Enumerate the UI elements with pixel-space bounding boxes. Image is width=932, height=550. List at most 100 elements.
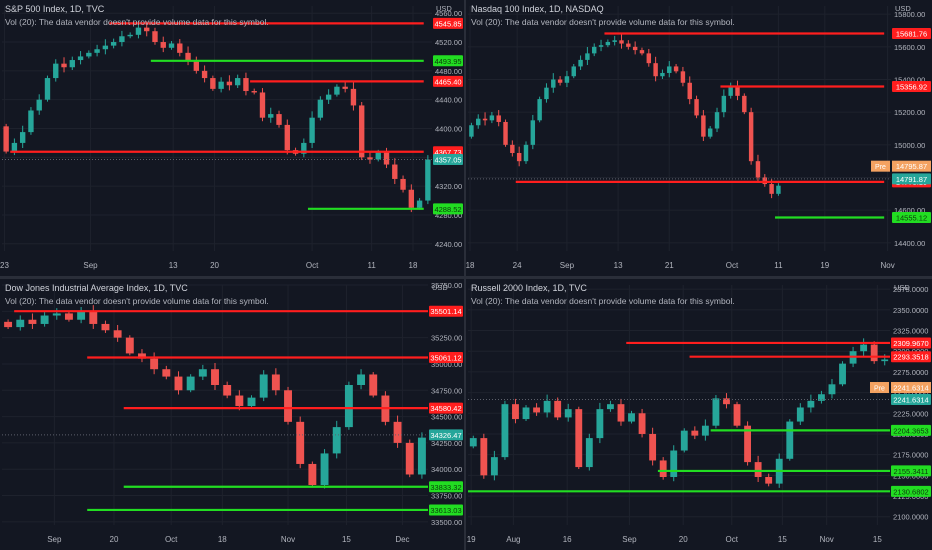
grid xyxy=(2,6,432,251)
candle-body xyxy=(144,27,150,32)
support-price-tag: 2204.3653 xyxy=(891,424,931,436)
candle-body xyxy=(585,438,593,468)
candle-body xyxy=(367,157,373,160)
candle-body xyxy=(350,88,357,106)
support-price-tag: 4288.52 xyxy=(433,203,463,215)
resistance-price-tag: 4545.85 xyxy=(433,17,463,29)
resistance-price-tag: 2293.3518 xyxy=(891,351,931,363)
y-tick-label: 2225.0000 xyxy=(893,409,928,418)
y-tick-label: 14600.00 xyxy=(894,206,925,215)
candle-body xyxy=(234,78,241,86)
currency-label: USD xyxy=(432,283,448,292)
candle-body xyxy=(712,398,720,426)
support-price-tag: 14555.12 xyxy=(892,211,931,223)
pre-market-tag: Pre 2241.6314 xyxy=(870,382,931,394)
candle-body xyxy=(571,66,576,77)
volume-note: Vol (20): The data vendor doesn't provid… xyxy=(471,17,735,27)
candle-body xyxy=(309,117,315,143)
x-tick-label: 15 xyxy=(342,535,351,544)
candle-body xyxy=(259,92,266,118)
candle-body xyxy=(276,114,282,125)
x-tick-label: 20 xyxy=(210,261,219,270)
candle-body xyxy=(606,404,614,410)
support-price-tag-text: 4493.95 xyxy=(434,57,461,66)
candles xyxy=(3,21,431,213)
support-price-tag-bg xyxy=(892,211,931,223)
candle-body xyxy=(61,63,67,68)
candle-body xyxy=(383,152,390,165)
candle-body xyxy=(284,390,292,422)
x-tick-label: Oct xyxy=(306,261,319,270)
candle-body xyxy=(235,395,244,407)
candle-body xyxy=(754,462,762,477)
chart-svg-spx[interactable]: 4560.004520.004480.004440.004400.004360.… xyxy=(0,0,464,276)
candle-body xyxy=(742,95,747,113)
currency-label: USD xyxy=(436,4,452,13)
x-tick-label: 11 xyxy=(367,261,376,270)
support-price-tag-bg xyxy=(891,485,931,497)
candle-body xyxy=(160,42,166,48)
resistance-price-tag-bg xyxy=(891,337,931,349)
chart-svg-ndx[interactable]: 15800.00 15600.00 15400.00 15200.00 15000.00… xyxy=(466,0,932,276)
candle-body xyxy=(223,385,232,396)
chart-pane-spx[interactable]: 4560.004520.004480.004440.004400.004360.… xyxy=(0,0,464,276)
candle-body xyxy=(138,353,146,359)
pane-divider-vertical[interactable] xyxy=(464,0,466,550)
y-tick-label: 15600.00 xyxy=(894,43,925,52)
candle-body xyxy=(680,71,686,83)
pane-divider-horizontal[interactable] xyxy=(0,276,932,279)
x-tick-label: Nov xyxy=(281,535,295,544)
resistance-price-tag-bg xyxy=(429,402,463,414)
chart-pane-ndx[interactable]: 15800.00 15600.00 15400.00 15200.00 15000.00… xyxy=(466,0,932,276)
y-tick-label: 33750.00 xyxy=(431,492,462,501)
grid xyxy=(468,285,890,525)
candle-body xyxy=(870,344,878,362)
candle-body xyxy=(744,425,752,463)
y-tick-label: 2325.0000 xyxy=(893,327,928,336)
candle-body xyxy=(125,337,134,354)
chart-title: Dow Jones Industrial Average Index, 1D, … xyxy=(5,283,188,293)
chart-svg-dji[interactable]: 35750.0035500.0035250.0035000.0034750.00… xyxy=(0,279,464,550)
candle-body xyxy=(89,311,98,324)
support-price-tag-bg xyxy=(891,465,931,477)
candle-body xyxy=(516,153,522,162)
resistance-price-tag: 35501.14 xyxy=(429,305,463,317)
candle-body xyxy=(119,36,125,43)
candle-body xyxy=(375,152,381,160)
candle-body xyxy=(639,50,645,54)
resistance-price-tag-text: 4367.73 xyxy=(434,148,461,157)
chart-pane-rut[interactable]: 2375.00002350.00002325.00002300.00002275… xyxy=(466,279,932,550)
candle-body xyxy=(543,400,551,413)
y-tick-label: 34500.00 xyxy=(431,413,462,422)
last-price-tag-bg xyxy=(429,429,463,441)
price-axis xyxy=(891,0,932,276)
y-tick-label: 35250.00 xyxy=(431,334,462,343)
candle-body xyxy=(680,430,688,451)
y-tick-label: 2375.0000 xyxy=(893,285,928,294)
candle-body xyxy=(769,184,774,194)
candle-body xyxy=(701,425,709,436)
candle-body xyxy=(113,330,122,338)
x-tick-label: Dec xyxy=(395,535,409,544)
resistance-price-tag-bg xyxy=(891,351,931,363)
support-price-tag-text: 4288.52 xyxy=(434,205,461,214)
support-price-tag-text: 2204.3653 xyxy=(893,426,928,435)
candle-body xyxy=(210,78,216,89)
candle-body xyxy=(247,397,256,407)
resistance-price-tag-text: 35501.14 xyxy=(430,307,461,316)
grid xyxy=(468,6,891,251)
resistance-price-tag-bg xyxy=(429,305,463,317)
support-price-tag-text: 2155.3411 xyxy=(894,467,929,476)
candle-body xyxy=(638,413,646,434)
x-tick-label: Sep xyxy=(622,535,637,544)
x-tick-label: 11 xyxy=(774,261,783,270)
y-tick-label: 35750.00 xyxy=(431,281,462,290)
y-tick-label: 4480.00 xyxy=(435,67,462,76)
candle-body xyxy=(110,42,117,46)
candle-body xyxy=(185,52,191,61)
y-tick-label: 2275.0000 xyxy=(893,368,928,377)
resistance-price-tag: 15681.76 xyxy=(892,27,931,39)
x-tick-label: 24 xyxy=(513,261,522,270)
chart-pane-dji[interactable]: 35750.0035500.0035250.0035000.0034750.00… xyxy=(0,279,464,550)
chart-svg-rut[interactable]: 2375.00002350.00002325.00002300.00002275… xyxy=(466,279,932,550)
